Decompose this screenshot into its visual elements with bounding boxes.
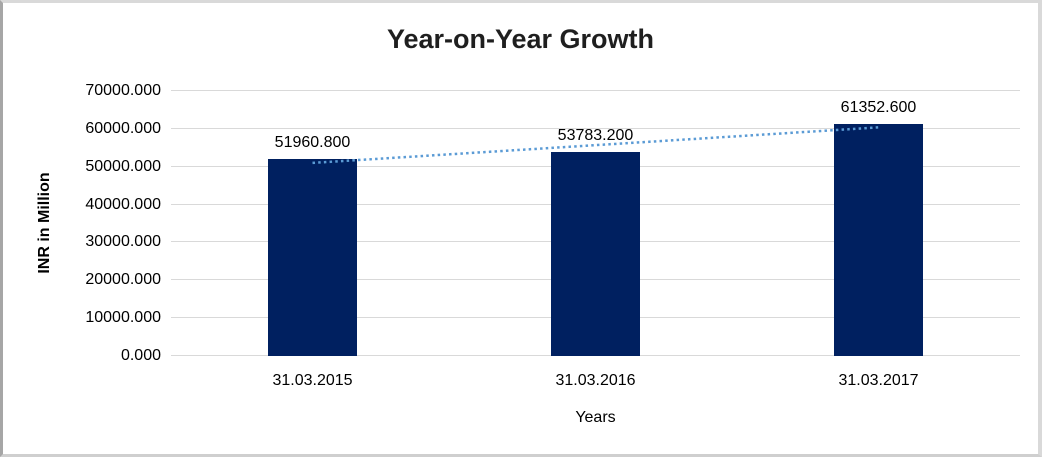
trendline-layer — [312, 126, 879, 165]
x-tick-label: 31.03.2015 — [272, 372, 353, 389]
y-tick-label: 20000.000 — [85, 271, 161, 289]
y-tick-label: 40000.000 — [85, 195, 161, 213]
plot-area: 51960.800 53783.200 61352.600 — [171, 90, 1020, 356]
data-label: 53783.200 — [557, 127, 634, 145]
data-label: 51960.800 — [274, 134, 351, 152]
bar — [551, 152, 640, 356]
trendline — [312, 126, 879, 165]
y-tick-label: 50000.000 — [85, 157, 161, 175]
y-tick-label: 30000.000 — [85, 233, 161, 251]
x-tick-label: 31.03.2017 — [838, 372, 919, 389]
bar — [834, 123, 923, 356]
x-axis-title: Years — [575, 409, 616, 426]
y-tick-label: 0.000 — [120, 347, 161, 364]
y-tick-label: 60000.000 — [85, 119, 161, 137]
y-tick-label: 70000.000 — [85, 82, 161, 99]
chart-title: Year-on-Year Growth — [386, 24, 655, 54]
y-tick-label: 10000.000 — [85, 309, 161, 327]
y-axis-title: INR in Million — [36, 172, 53, 274]
data-label: 61352.600 — [840, 98, 917, 116]
x-tick-label: 31.03.2016 — [555, 372, 636, 389]
gridline — [171, 127, 1020, 129]
gridline — [171, 90, 1020, 91]
bar — [268, 159, 357, 356]
